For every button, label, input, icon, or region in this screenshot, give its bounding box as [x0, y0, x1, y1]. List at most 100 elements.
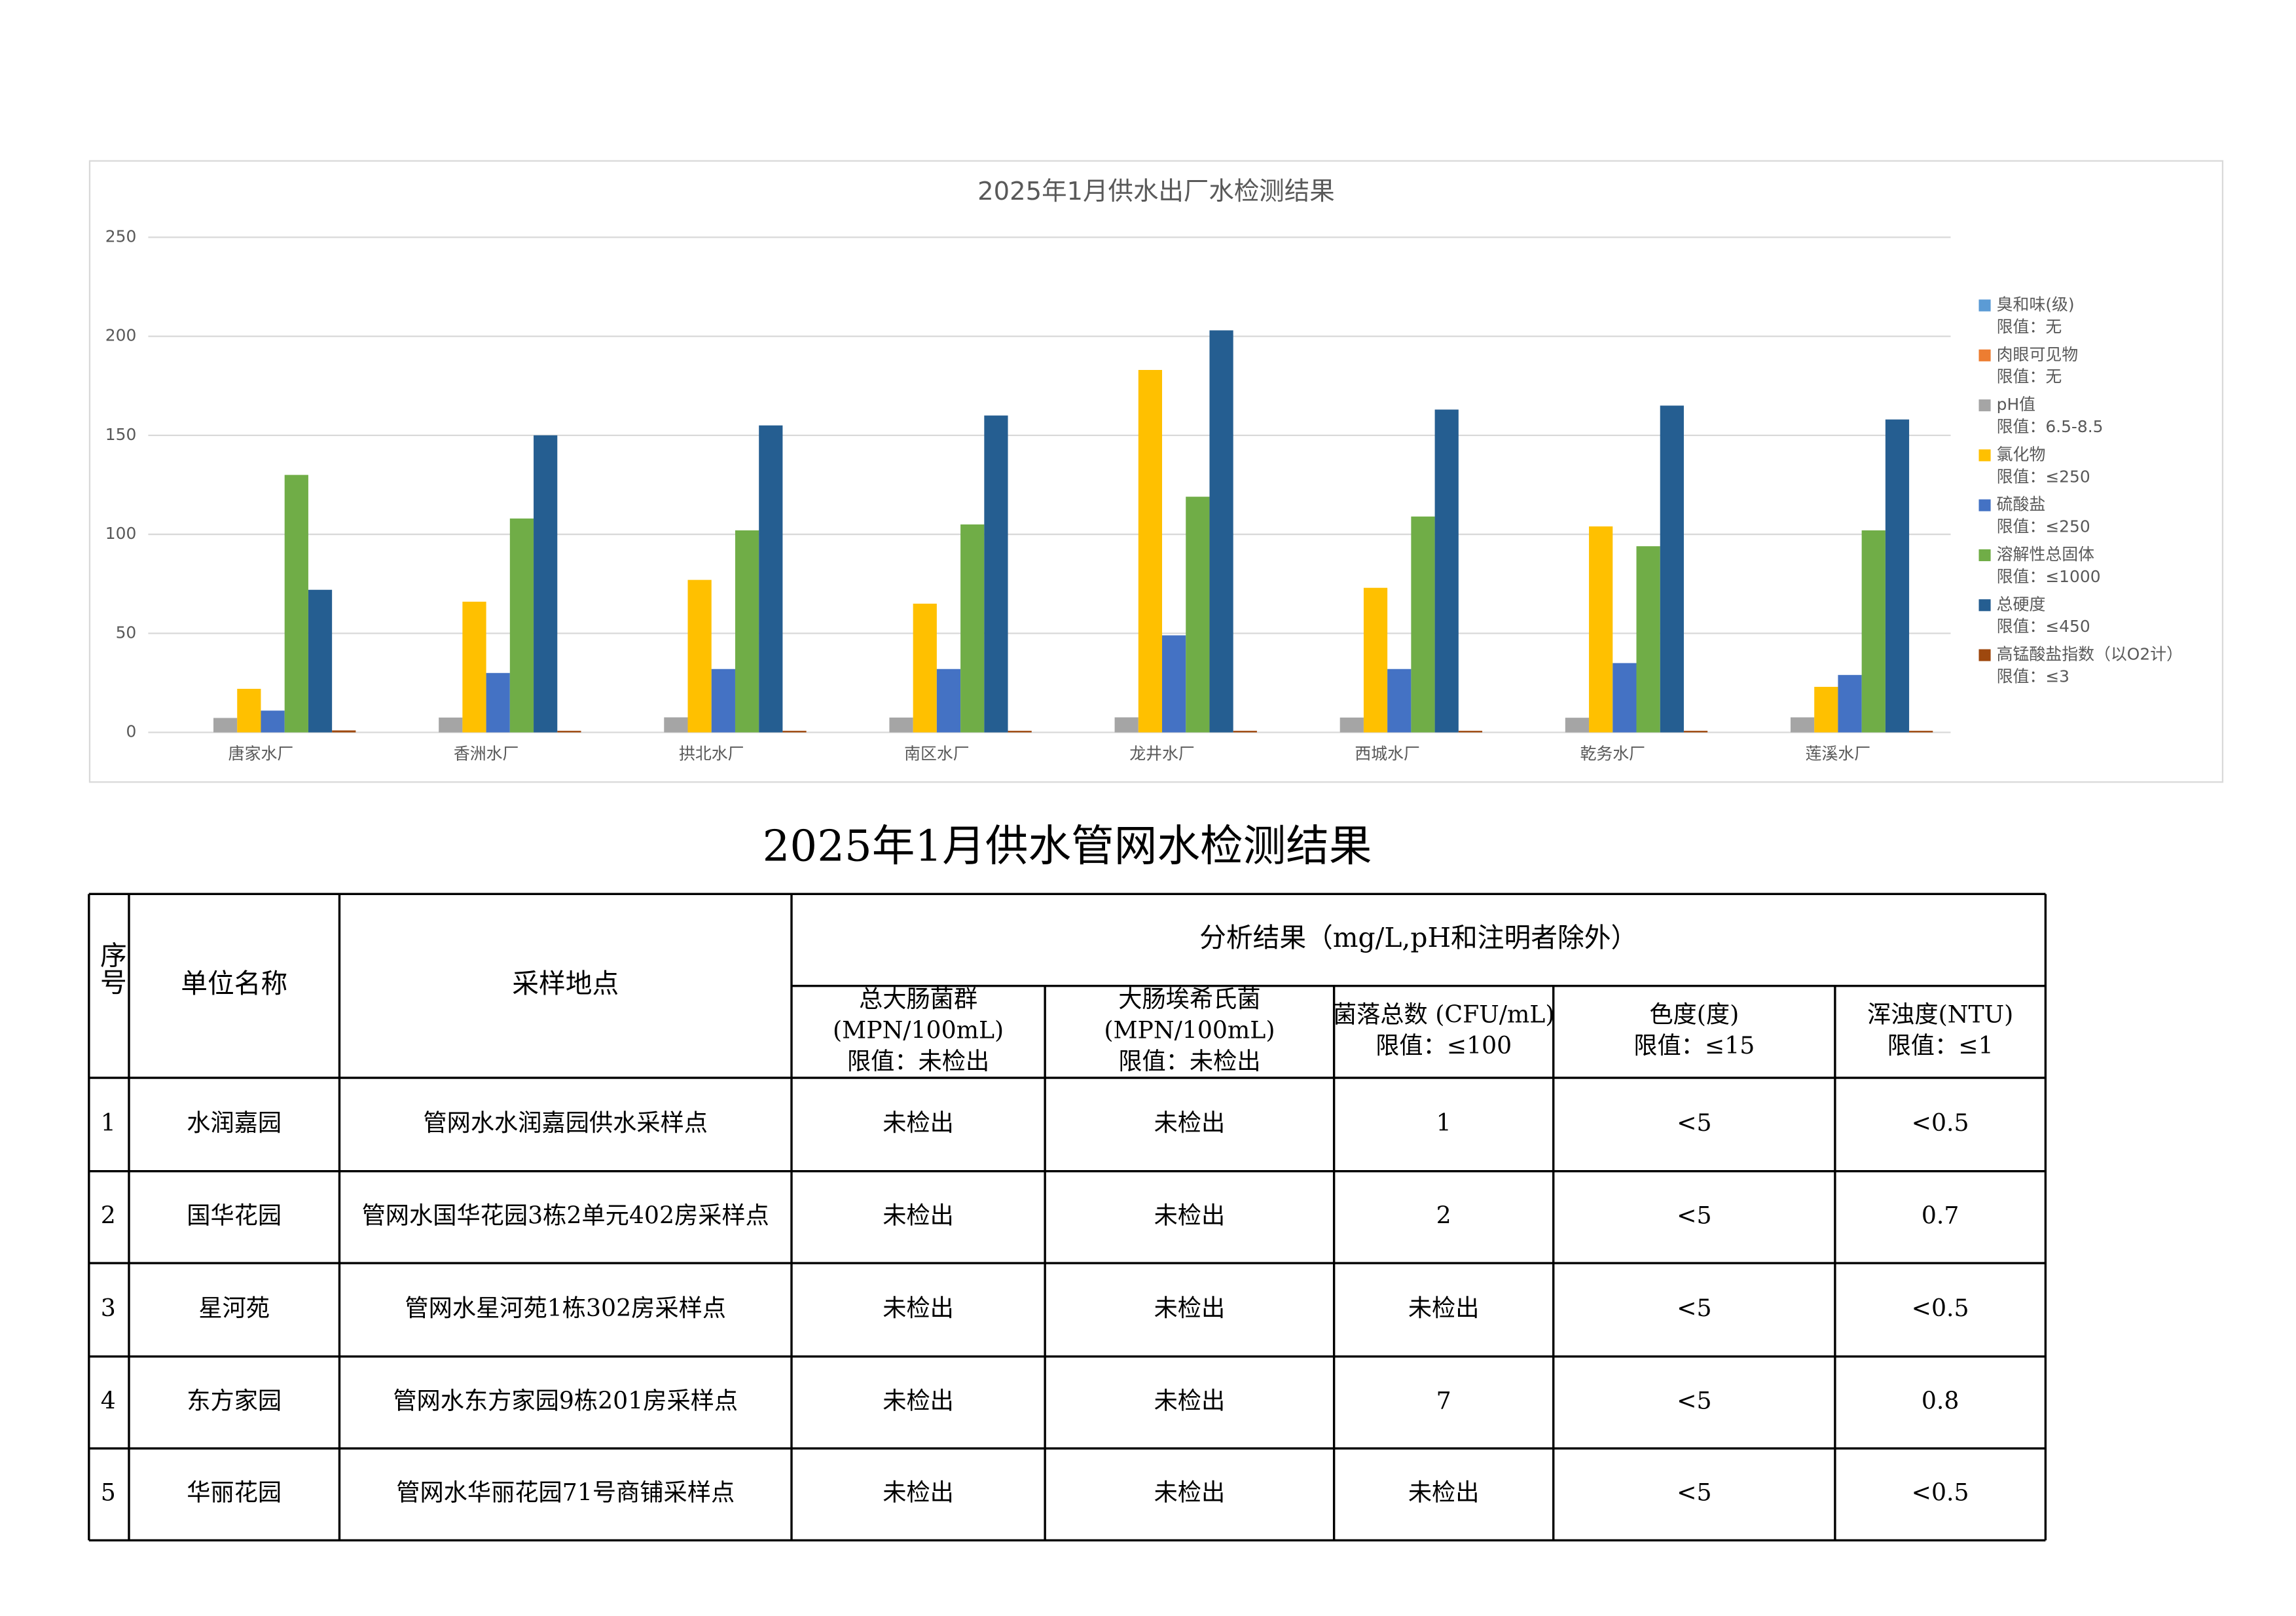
x-tick-label: 香洲水厂 — [454, 744, 519, 763]
bar — [1162, 635, 1186, 733]
bar — [1008, 731, 1032, 733]
bar — [889, 717, 913, 733]
legend-limit: 限值：≤3 — [1997, 667, 2069, 686]
bar — [759, 425, 783, 733]
table-text: 未检出 — [883, 1109, 954, 1137]
table-text: 1 — [1436, 1109, 1451, 1137]
table-text: <5 — [1677, 1294, 1711, 1322]
table-text: 限值：未检出 — [1118, 1047, 1260, 1075]
table-text: 限值：未检出 — [847, 1047, 989, 1075]
table-text: 限值：≤15 — [1633, 1031, 1755, 1059]
table-text: 未检出 — [883, 1201, 954, 1229]
table-text: 管网水水润嘉园供水采样点 — [423, 1109, 708, 1137]
x-tick-label: 乾务水厂 — [1580, 744, 1645, 763]
table-text: 3 — [101, 1294, 116, 1322]
table-text: 管网水华丽花园71号商铺采样点 — [396, 1478, 735, 1507]
table-text: 序号 — [96, 942, 127, 995]
bar — [1613, 663, 1637, 733]
table-text: 未检出 — [883, 1386, 954, 1414]
legend-label: 肉眼可见物 — [1997, 345, 2078, 364]
bar — [711, 669, 735, 733]
bar — [213, 718, 238, 733]
legend-swatch — [1978, 349, 1991, 361]
legend-label: 臭和味(级) — [1997, 295, 2075, 314]
bar — [1814, 686, 1838, 733]
legend-limit: 限值：无 — [1997, 367, 2062, 386]
y-tick-label: 200 — [105, 326, 137, 345]
x-tick-label: 龙井水厂 — [1129, 744, 1195, 763]
table-text: <5 — [1677, 1478, 1711, 1507]
table-text: (MPN/100mL) — [833, 1016, 1004, 1044]
table-text: <0.5 — [1912, 1478, 1969, 1507]
legend-label: pH值 — [1997, 395, 2035, 414]
table-text: 未检出 — [1154, 1109, 1226, 1137]
bar — [261, 710, 285, 733]
legend-limit: 限值：≤450 — [1997, 617, 2090, 636]
bar — [1411, 516, 1435, 733]
bar — [462, 601, 486, 733]
chart-title: 2025年1月供水出厂水检测结果 — [977, 177, 1335, 206]
table-text: 总大肠菌群 — [859, 985, 977, 1013]
table-text: 华丽花园 — [187, 1478, 282, 1507]
legend-swatch — [1978, 399, 1991, 412]
bar — [1683, 731, 1708, 733]
x-tick-label: 唐家水厂 — [228, 744, 294, 763]
table-title: 2025年1月供水管网水检测结果 — [763, 821, 1372, 871]
legend-label: 溶解性总固体 — [1997, 545, 2094, 564]
legend-limit: 限值：无 — [1997, 317, 2062, 336]
table-text: 0.8 — [1922, 1386, 1959, 1414]
table-text: 水润嘉园 — [187, 1109, 282, 1137]
table-text: 限值：≤100 — [1376, 1031, 1512, 1059]
bar — [1434, 409, 1459, 733]
table-text: 未检出 — [1408, 1478, 1480, 1507]
table-text: 5 — [101, 1478, 116, 1507]
table-text: 0.7 — [1922, 1201, 1959, 1229]
y-tick-label: 0 — [126, 722, 136, 741]
table-text: 未检出 — [1154, 1386, 1226, 1414]
bar — [308, 589, 333, 733]
bar — [1387, 669, 1412, 733]
table-text: 2 — [101, 1201, 116, 1229]
bar — [913, 603, 937, 733]
table-text: 未检出 — [1154, 1294, 1226, 1322]
bar — [1339, 717, 1364, 733]
x-tick-label: 西城水厂 — [1355, 744, 1420, 763]
bar — [1861, 530, 1886, 733]
table-text: 东方家园 — [187, 1386, 282, 1414]
bar — [664, 717, 688, 733]
table-text: 国华花园 — [187, 1201, 282, 1229]
bar — [557, 731, 581, 733]
legend-label: 总硬度 — [1997, 595, 2046, 614]
table-text: 色度(度) — [1649, 1001, 1739, 1029]
table-text: 2 — [1436, 1201, 1451, 1229]
bar — [1838, 674, 1862, 733]
table-text: 限值：≤1 — [1887, 1031, 1994, 1059]
table-text: 菌落总数 (CFU/mL) — [1333, 1001, 1555, 1029]
legend-limit: 限值：≤250 — [1997, 467, 2090, 486]
table-text: 管网水东方家园9栋201房采样点 — [393, 1386, 738, 1414]
legend-label: 硫酸盐 — [1997, 495, 2046, 514]
table-text: <0.5 — [1912, 1294, 1969, 1322]
table-text: 4 — [101, 1386, 116, 1414]
legend-label: 高锰酸盐指数（以O2计） — [1997, 645, 2183, 664]
table-text: 星河苑 — [198, 1294, 270, 1322]
legend-limit: 限值：≤250 — [1997, 517, 2090, 536]
bar — [984, 415, 1008, 733]
table-text: 采样地点 — [512, 968, 619, 999]
bar — [1233, 731, 1257, 733]
bar — [960, 524, 985, 733]
table-text: 管网水国华花园3栋2单元402房采样点 — [362, 1201, 769, 1229]
bar — [284, 475, 308, 733]
table-text: 单位名称 — [181, 968, 287, 999]
bar — [1885, 419, 1910, 733]
legend-swatch — [1978, 499, 1991, 511]
legend-swatch — [1978, 599, 1991, 612]
table-text: 分析结果（mg/L,pH和注明者除外） — [1199, 922, 1637, 953]
bar — [1909, 731, 1933, 733]
y-tick-label: 100 — [105, 524, 137, 543]
legend-swatch — [1978, 649, 1991, 661]
x-tick-label: 南区水厂 — [904, 744, 970, 763]
bar — [1790, 717, 1815, 733]
bar — [1660, 405, 1684, 733]
